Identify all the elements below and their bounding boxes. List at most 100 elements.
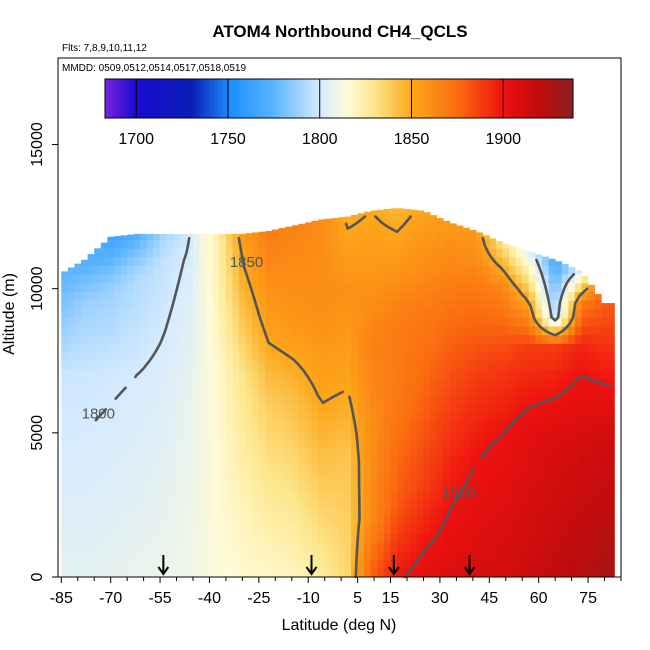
heatmap-cell	[272, 481, 279, 491]
heatmap-cell	[337, 516, 345, 526]
heatmap-cell	[482, 507, 490, 517]
heatmap-cell	[331, 455, 339, 465]
heatmap-cell	[476, 438, 484, 448]
colorbar-segment	[120, 79, 125, 118]
heatmap-cell	[258, 559, 266, 569]
heatmap-cell	[206, 326, 214, 336]
heatmap-cell	[206, 239, 214, 249]
heatmap-cell	[74, 334, 82, 344]
heatmap-cell	[555, 525, 563, 535]
heatmap-cell	[403, 360, 411, 370]
heatmap-cell	[192, 308, 200, 318]
heatmap-cell	[423, 334, 431, 344]
heatmap-cell	[351, 404, 358, 414]
heatmap-cell	[331, 248, 339, 258]
heatmap-cell	[74, 263, 82, 266]
heatmap-cell	[410, 326, 418, 336]
heatmap-cell	[561, 473, 569, 483]
heatmap-cell	[179, 542, 187, 552]
heatmap-cell	[555, 438, 563, 448]
heatmap-cell	[495, 282, 503, 292]
heatmap-cell	[416, 542, 424, 552]
heatmap-cell	[107, 464, 115, 474]
heatmap-cell	[337, 559, 345, 569]
heatmap-cell	[153, 525, 161, 535]
heatmap-cell	[436, 559, 444, 569]
heatmap-cell	[186, 265, 194, 275]
heatmap-cell	[225, 551, 233, 561]
heatmap-cell	[100, 559, 108, 569]
heatmap-cell	[331, 222, 339, 232]
heatmap-cell	[291, 473, 299, 483]
heatmap-cell	[403, 326, 411, 336]
heatmap-cell	[555, 533, 563, 543]
heatmap-cell	[311, 568, 319, 578]
heatmap-cell	[67, 481, 75, 491]
heatmap-cell	[107, 525, 115, 535]
heatmap-cell	[87, 499, 95, 509]
heatmap-cell	[318, 412, 326, 422]
heatmap-cell	[81, 438, 89, 448]
heatmap-cell	[416, 533, 424, 543]
heatmap-cell	[324, 447, 332, 457]
heatmap-cell	[383, 352, 391, 362]
heatmap-cell	[476, 559, 484, 569]
heatmap-cell	[331, 542, 339, 552]
heatmap-cell	[390, 447, 398, 457]
heatmap-cell	[324, 352, 332, 362]
heatmap-cell	[344, 369, 352, 379]
colorbar-segment	[393, 79, 398, 118]
heatmap-cell	[509, 274, 517, 284]
heatmap-cell	[127, 326, 135, 336]
heatmap-cell	[535, 254, 543, 258]
heatmap-cell	[476, 404, 484, 414]
heatmap-cell	[239, 447, 247, 457]
heatmap-cell	[173, 447, 181, 457]
heatmap-cell	[548, 551, 556, 561]
heatmap-cell	[364, 222, 372, 232]
heatmap-cell	[528, 334, 536, 344]
heatmap-cell	[344, 256, 352, 266]
contour-label: 1850	[230, 254, 263, 271]
heatmap-cell	[61, 326, 69, 336]
heatmap-cell	[607, 334, 615, 344]
heatmap-cell	[212, 542, 220, 552]
heatmap-cell	[502, 282, 510, 292]
heatmap-cell	[318, 542, 326, 552]
heatmap-cell	[364, 308, 372, 318]
colorbar-segment	[459, 79, 465, 118]
heatmap-cell	[588, 412, 596, 422]
colorbar: 1700 1750 1800 1850 1900	[104, 78, 574, 148]
heatmap-cell	[436, 222, 444, 232]
heatmap-cell	[390, 438, 398, 448]
heatmap-cell	[324, 429, 332, 439]
heatmap-cell	[568, 447, 576, 457]
heatmap-cell	[107, 568, 115, 578]
heatmap-cell	[265, 551, 273, 561]
heatmap-cell	[337, 507, 345, 517]
heatmap-cell	[160, 533, 168, 543]
heatmap-cell	[462, 481, 470, 491]
heatmap-cell	[324, 525, 332, 535]
heatmap-cell	[410, 274, 418, 284]
heatmap-cell	[153, 386, 161, 396]
heatmap-cell	[166, 481, 174, 491]
heatmap-cell	[489, 421, 497, 431]
heatmap-cell	[443, 473, 451, 483]
heatmap-cell	[436, 360, 444, 370]
colorbar-segment	[140, 79, 145, 118]
heatmap-cell	[186, 412, 194, 422]
colorbar-segment	[569, 79, 574, 118]
heatmap-cell	[199, 559, 207, 569]
heatmap-cell	[212, 421, 220, 431]
heatmap-cell	[370, 308, 378, 318]
heatmap-cell	[133, 533, 141, 543]
heatmap-cell	[199, 386, 207, 396]
heatmap-cell	[265, 525, 273, 535]
heatmap-cell	[561, 533, 569, 543]
heatmap-cell	[87, 568, 95, 578]
heatmap-cell	[351, 239, 358, 249]
heatmap-cell	[146, 248, 154, 258]
heatmap-cell	[568, 542, 576, 552]
heatmap-cell	[456, 455, 464, 465]
